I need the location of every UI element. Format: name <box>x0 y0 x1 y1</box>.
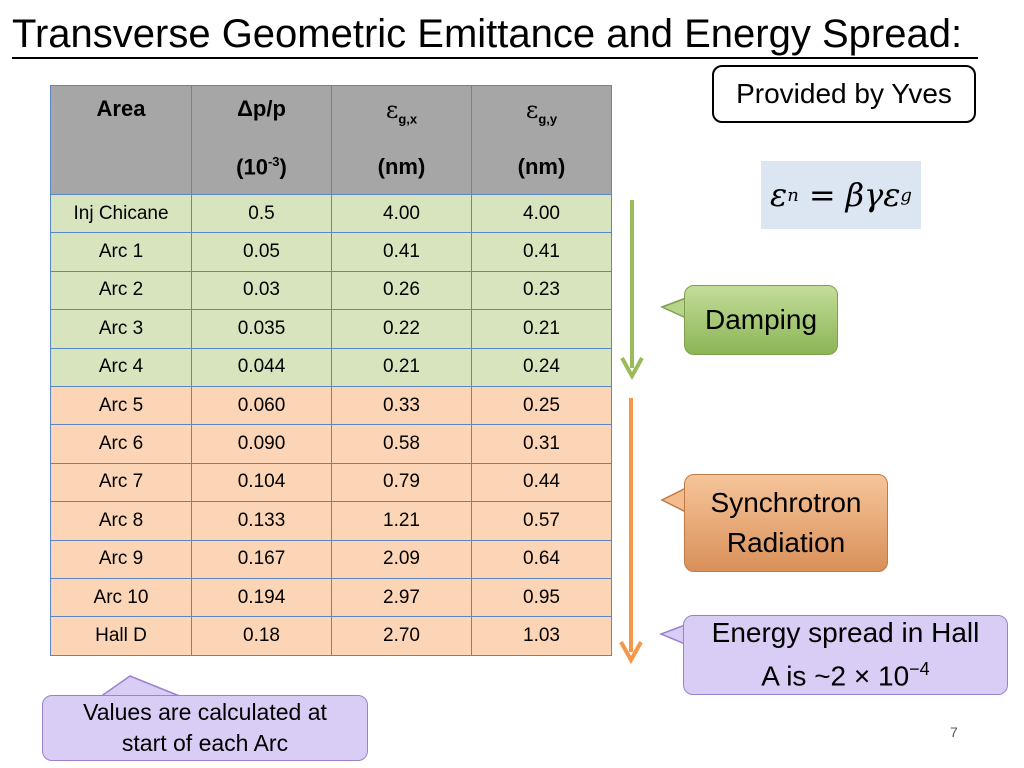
table-row: Arc 8 0.133 1.21 0.57 <box>50 501 612 541</box>
cell-area: Arc 9 <box>50 539 192 579</box>
provided-by-box: Provided by Yves <box>712 65 976 123</box>
synchrotron-radiation-callout: Synchrotron Radiation <box>684 474 888 572</box>
note-callout-pointer <box>97 675 183 698</box>
cell-area: Inj Chicane <box>50 193 192 234</box>
damping-callout-pointer <box>660 296 687 320</box>
table-row: Arc 6 0.090 0.58 0.31 <box>50 424 612 464</box>
cell-emittance-x: 0.21 <box>331 347 472 387</box>
emittance-table: Area Δp/p (10-3) εg,x (nm) εg,y (nm) <box>50 85 612 656</box>
cell-emittance-x: 2.70 <box>331 616 472 656</box>
cell-dpp: 0.194 <box>191 577 332 618</box>
page-number: 7 <box>950 724 958 740</box>
cell-area: Hall D <box>50 616 192 656</box>
cell-area: Arc 4 <box>50 347 192 387</box>
cell-dpp: 0.060 <box>191 385 332 426</box>
table-row: Arc 4 0.044 0.21 0.24 <box>50 347 612 387</box>
table-row: Arc 9 0.167 2.09 0.64 <box>50 539 612 579</box>
cell-dpp: 0.133 <box>191 501 332 541</box>
header-dpp-unit: (10-3) <box>236 153 287 179</box>
cell-emittance-x: 0.41 <box>331 232 472 272</box>
table-row: Arc 2 0.03 0.26 0.23 <box>50 270 612 311</box>
cell-area: Arc 8 <box>50 501 192 541</box>
table-row: Arc 3 0.035 0.22 0.21 <box>50 309 612 349</box>
cell-emittance-y: 4.00 <box>471 193 612 234</box>
cell-emittance-x: 1.21 <box>331 501 472 541</box>
table-row: Arc 7 0.104 0.79 0.44 <box>50 462 612 503</box>
cell-dpp: 0.044 <box>191 347 332 387</box>
header-emittance-y: εg,y (nm) <box>471 85 612 195</box>
cell-emittance-x: 0.58 <box>331 424 472 464</box>
table-row: Arc 5 0.060 0.33 0.25 <box>50 385 612 426</box>
energy-spread-callout: Energy spread in Hall A is ~2 × 10−4 <box>683 615 1008 695</box>
cell-emittance-x: 0.79 <box>331 462 472 503</box>
cell-emittance-x: 0.26 <box>331 270 472 311</box>
table-body: Inj Chicane 0.5 4.00 4.00 Arc 1 0.05 0.41 0.41 A… <box>50 193 612 656</box>
cell-dpp: 0.05 <box>191 232 332 272</box>
cell-emittance-x: 2.09 <box>331 539 472 579</box>
title-underline <box>12 57 978 59</box>
energy-callout-pointer <box>658 623 686 646</box>
calculation-note-callout: Values are calculated at start of each Ar… <box>42 695 368 761</box>
cell-area: Arc 6 <box>50 424 192 464</box>
cell-emittance-y: 0.44 <box>471 462 612 503</box>
provided-by-text: Provided by Yves <box>736 78 952 109</box>
cell-emittance-y: 0.23 <box>471 270 612 311</box>
cell-emittance-y: 0.25 <box>471 385 612 426</box>
cell-dpp: 0.104 <box>191 462 332 503</box>
slide-title: Transverse Geometric Emittance and Energ… <box>12 12 963 56</box>
cell-emittance-y: 0.57 <box>471 501 612 541</box>
cell-dpp: 0.090 <box>191 424 332 464</box>
cell-emittance-x: 0.22 <box>331 309 472 349</box>
cell-emittance-x: 0.33 <box>331 385 472 426</box>
synchrotron-callout-pointer <box>660 486 687 514</box>
cell-emittance-y: 0.64 <box>471 539 612 579</box>
cell-dpp: 0.18 <box>191 616 332 656</box>
header-area: Area <box>50 85 192 195</box>
cell-dpp: 0.5 <box>191 193 332 234</box>
cell-area: Arc 10 <box>50 577 192 618</box>
cell-dpp: 0.035 <box>191 309 332 349</box>
damping-callout: Damping <box>684 285 838 355</box>
header-dpp: Δp/p (10-3) <box>191 85 332 195</box>
table-row: Inj Chicane 0.5 4.00 4.00 <box>50 193 612 234</box>
synchrotron-arrowhead <box>619 641 643 665</box>
cell-area: Arc 1 <box>50 232 192 272</box>
cell-emittance-y: 0.24 <box>471 347 612 387</box>
cell-emittance-y: 1.03 <box>471 616 612 656</box>
damping-arrowhead <box>620 357 644 381</box>
table-row: Hall D 0.18 2.70 1.03 <box>50 616 612 656</box>
table-header-row: Area Δp/p (10-3) εg,x (nm) εg,y (nm) <box>50 85 612 195</box>
cell-emittance-y: 0.21 <box>471 309 612 349</box>
table-row: Arc 1 0.05 0.41 0.41 <box>50 232 612 272</box>
cell-emittance-y: 0.31 <box>471 424 612 464</box>
